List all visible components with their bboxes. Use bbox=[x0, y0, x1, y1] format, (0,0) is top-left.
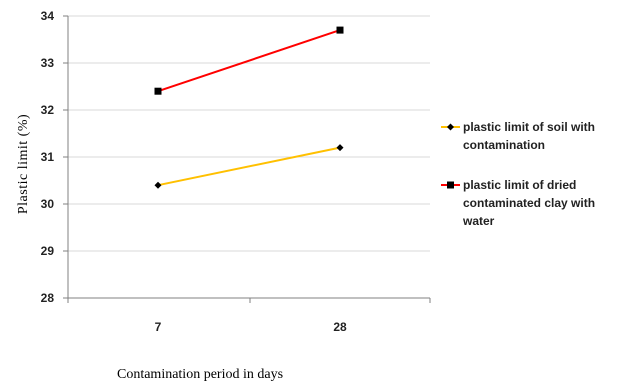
y-axis-label: Plastic limit (%) bbox=[16, 114, 31, 214]
x-axis-label: Contamination period in days bbox=[117, 367, 283, 382]
legend-label: contaminated clay with bbox=[463, 196, 595, 210]
y-tick-label: 30 bbox=[41, 197, 55, 211]
y-tick-labels: 28 29 30 31 32 33 34 bbox=[41, 9, 55, 305]
legend-marker-1 bbox=[447, 123, 454, 131]
axes bbox=[63, 15, 431, 303]
y-tick-label: 32 bbox=[41, 103, 55, 117]
data-point bbox=[336, 26, 344, 34]
x-tick-label: 7 bbox=[155, 320, 162, 334]
y-tick-label: 28 bbox=[41, 291, 55, 305]
x-tick-label: 28 bbox=[333, 320, 347, 334]
legend-label: water bbox=[462, 214, 495, 228]
series-group bbox=[154, 26, 344, 189]
legend-label: plastic limit of soil with bbox=[463, 120, 595, 134]
x-tick-labels: 7 28 bbox=[155, 320, 347, 334]
gridlines bbox=[68, 15, 430, 252]
data-point bbox=[154, 181, 162, 189]
y-tick-label: 29 bbox=[41, 244, 55, 258]
series-line-2 bbox=[157, 29, 341, 93]
data-point bbox=[154, 87, 162, 95]
legend: plastic limit of soil with contamination p… bbox=[441, 120, 595, 228]
legend-label: contamination bbox=[463, 138, 545, 152]
data-point bbox=[336, 144, 344, 152]
y-tick-label: 31 bbox=[41, 150, 55, 164]
legend-marker-2 bbox=[447, 181, 454, 189]
series-line-1 bbox=[157, 146, 341, 187]
legend-label: plastic limit of dried bbox=[463, 178, 576, 192]
y-tick-label: 34 bbox=[41, 9, 55, 23]
y-tick-label: 33 bbox=[41, 56, 55, 70]
